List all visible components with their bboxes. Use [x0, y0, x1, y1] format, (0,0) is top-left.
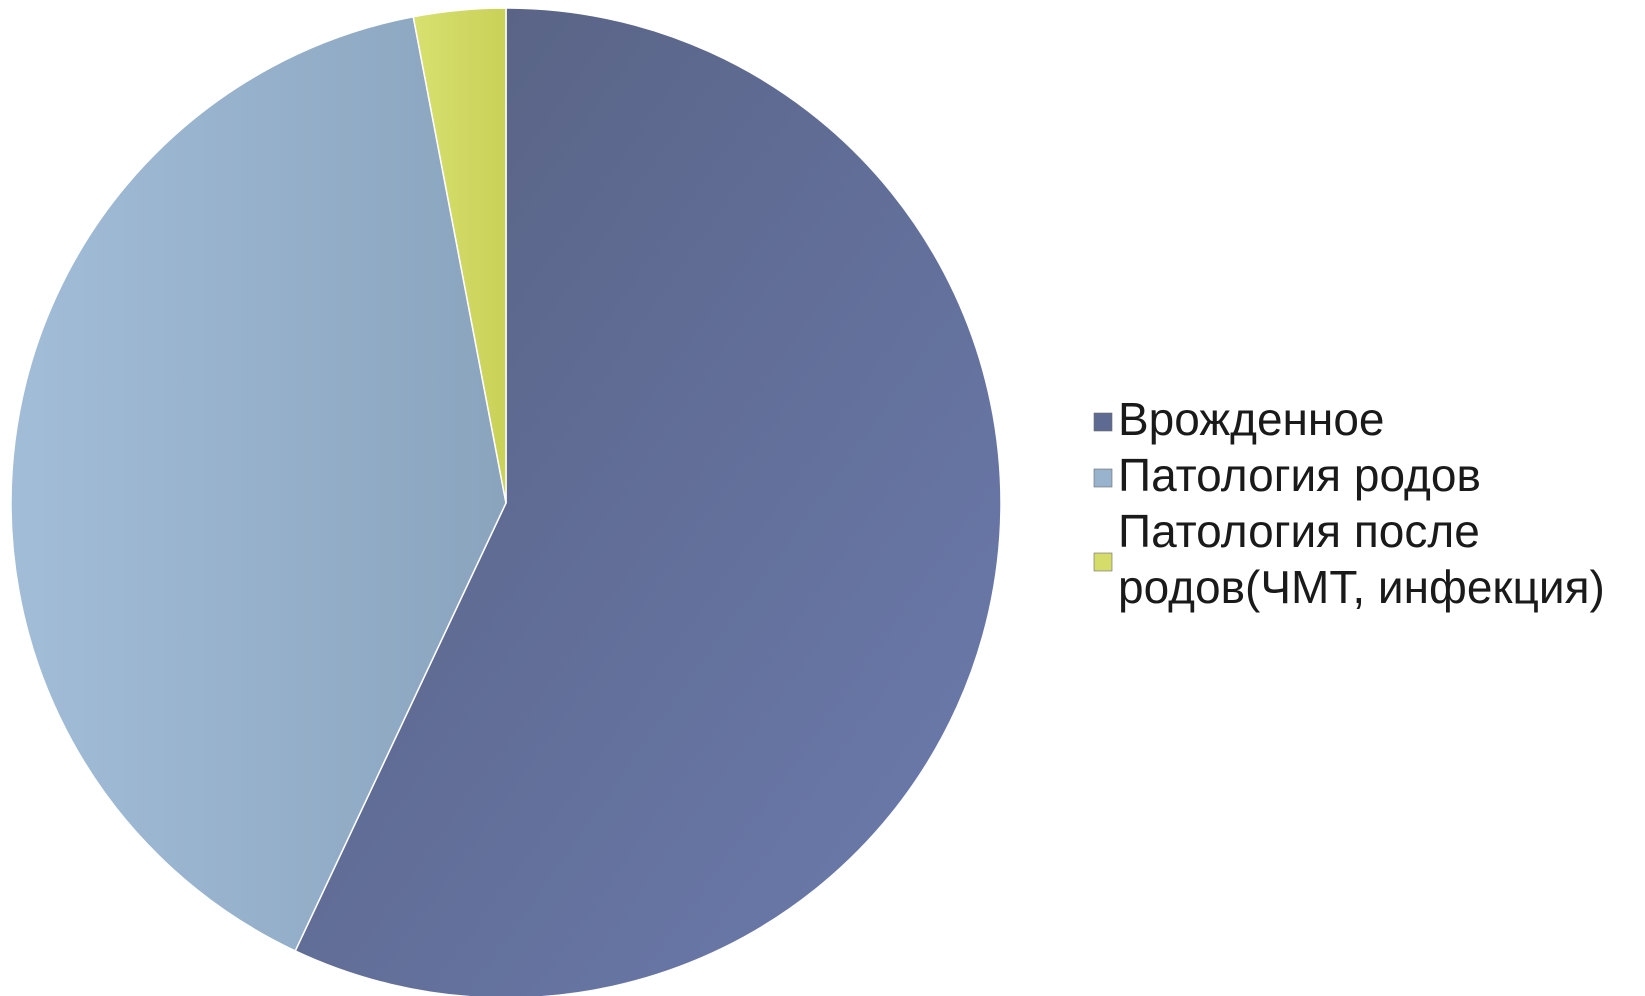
legend-label-patologiya-rodov-line-1: Патология родов [1118, 449, 1481, 501]
slice-vrozhdennoe [294, 7, 1002, 996]
slice-patologiya-rodov [10, 15, 507, 952]
legend-key-patologiya-posle-rodov [1093, 552, 1113, 572]
slice-patologiya-posle-rodov [412, 7, 507, 504]
legend-label-patologiya-posle-rodov-line-2: родов(ЧМТ, инфекция) [1118, 561, 1605, 613]
legend-key-patologiya-rodov [1093, 468, 1113, 488]
legend-label-vrozhdennoe: Врожденное [1118, 393, 1385, 445]
pie-slices [10, 7, 1002, 996]
legend-label-patologiya-posle-rodov: Патология после родов(ЧМТ, инфекция) [1118, 505, 1605, 613]
legend-label-vrozhdennoe-line-1: Врожденное [1118, 393, 1385, 445]
legend-label-patologiya-rodov: Патология родов [1118, 449, 1481, 501]
legend-key-vrozhdennoe [1093, 412, 1113, 432]
legend-label-patologiya-posle-rodov-line-1: Патология после [1118, 505, 1480, 557]
